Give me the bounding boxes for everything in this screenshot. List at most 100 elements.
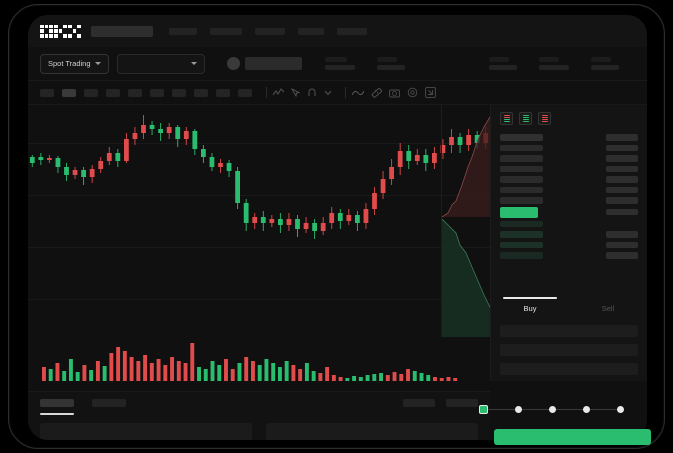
orderbook-ask-row[interactable] <box>500 174 638 185</box>
chart-gridline <box>28 143 490 144</box>
gear-icon[interactable] <box>407 87 418 98</box>
app-screen: Spot Trading <box>28 15 647 440</box>
depth-series <box>442 105 503 337</box>
indicator-icon[interactable] <box>352 89 364 97</box>
orderbook-ask-row[interactable] <box>500 185 638 196</box>
bid-price <box>500 252 543 259</box>
primary-cta-button[interactable] <box>494 429 651 445</box>
orderbook-mode-bids[interactable] <box>519 112 532 125</box>
stat-item <box>324 57 355 70</box>
orderbook-mode-both[interactable] <box>500 112 513 125</box>
trading-mode-select[interactable]: Spot Trading <box>40 53 109 74</box>
timeframe-button[interactable] <box>172 88 186 97</box>
fullscreen-icon[interactable] <box>425 87 436 98</box>
step-connector <box>556 408 583 410</box>
orderbook-ask-row[interactable] <box>500 143 638 154</box>
stat-value <box>324 65 355 70</box>
order-total-field[interactable] <box>500 363 638 375</box>
trade-side-tabs: Buy Sell <box>490 297 647 319</box>
toolbar-divider <box>345 87 346 98</box>
ask-price <box>500 165 543 172</box>
cursor-icon[interactable] <box>291 88 300 97</box>
step-dot[interactable] <box>549 405 556 413</box>
step-connector <box>522 408 549 410</box>
order-price-field[interactable] <box>500 325 638 337</box>
orderbook-mode-asks[interactable] <box>538 112 551 125</box>
orderbook-bid-row[interactable] <box>500 229 638 240</box>
stat-item <box>376 57 405 70</box>
orderbook-ask-row[interactable] <box>500 164 638 175</box>
timeframe-button[interactable] <box>106 88 120 97</box>
orderbook-ask-row[interactable] <box>500 153 638 164</box>
open-orders-tab[interactable] <box>40 399 74 407</box>
ask-amount <box>606 186 638 193</box>
orderbook-bid-row[interactable] <box>500 240 638 251</box>
step-dot-current[interactable] <box>479 404 488 414</box>
step-dot[interactable] <box>617 405 624 413</box>
orderbook-mode-group <box>500 112 638 125</box>
buy-tab-label: Buy <box>523 303 537 313</box>
chart-toolbar <box>28 81 647 105</box>
order-history-tab[interactable] <box>92 399 126 407</box>
magnet-icon[interactable] <box>307 88 317 97</box>
chart-gridline <box>28 195 490 196</box>
timeframe-button[interactable] <box>128 88 142 97</box>
bottom-action-1[interactable] <box>403 399 435 407</box>
sell-tab[interactable]: Sell <box>569 297 647 319</box>
candle-series <box>29 115 489 239</box>
trendline-icon[interactable] <box>273 88 284 97</box>
camera-icon[interactable] <box>389 88 400 98</box>
logo-letter-o <box>40 24 53 38</box>
okx-logo[interactable] <box>40 24 81 38</box>
timeframe-button-active[interactable] <box>62 88 76 97</box>
stat-value <box>590 65 619 70</box>
nav-item-5[interactable] <box>337 27 367 35</box>
timeframe-button[interactable] <box>150 88 164 97</box>
chevron-down-icon <box>190 62 197 65</box>
ask-price <box>500 176 543 183</box>
stat-label <box>488 57 509 62</box>
market-stats <box>324 57 619 70</box>
candlestick-chart[interactable] <box>28 105 490 330</box>
top-header-bar <box>28 15 647 47</box>
nav-item-1[interactable] <box>169 27 197 35</box>
nav-item-4[interactable] <box>298 27 324 35</box>
timeframe-button[interactable] <box>84 88 98 97</box>
timeframe-button[interactable] <box>194 88 208 97</box>
bid-price <box>500 220 543 227</box>
orderbook-bid-row[interactable] <box>500 250 638 261</box>
chevron-down-icon <box>94 62 101 65</box>
stat-item <box>538 57 569 70</box>
nav-item-2[interactable] <box>210 27 242 35</box>
ruler-icon[interactable] <box>371 87 382 98</box>
onboarding-stepper <box>479 403 624 415</box>
search-input[interactable] <box>91 25 153 37</box>
stat-label <box>538 57 559 62</box>
orderbook-bid-row[interactable] <box>500 219 638 230</box>
nav-item-3[interactable] <box>255 27 285 35</box>
order-card[interactable] <box>266 423 478 440</box>
timeframe-button[interactable] <box>40 88 54 97</box>
step-dot[interactable] <box>583 405 590 413</box>
step-connector <box>488 408 515 410</box>
buy-tab[interactable]: Buy <box>491 297 569 319</box>
step-dot[interactable] <box>515 405 522 413</box>
timeframe-button[interactable] <box>216 88 230 97</box>
order-card[interactable] <box>40 423 252 440</box>
stat-label <box>376 57 397 62</box>
ask-amount <box>606 144 638 151</box>
stat-label <box>324 57 347 62</box>
orderbook-ask-row[interactable] <box>500 195 638 206</box>
toolbar-divider <box>266 87 267 98</box>
bid-amount <box>606 221 638 228</box>
order-amount-field[interactable] <box>500 344 638 356</box>
trading-mode-label: Spot Trading <box>48 59 91 68</box>
stat-value <box>376 65 405 70</box>
chevron-down-icon[interactable] <box>324 90 332 96</box>
market-subbar: Spot Trading <box>28 47 647 81</box>
current-price-amount <box>606 208 638 216</box>
bottom-action-2[interactable] <box>446 399 478 407</box>
trading-pair-select[interactable] <box>116 53 205 74</box>
timeframe-button[interactable] <box>238 88 252 97</box>
market-depth-chart[interactable] <box>441 105 503 337</box>
